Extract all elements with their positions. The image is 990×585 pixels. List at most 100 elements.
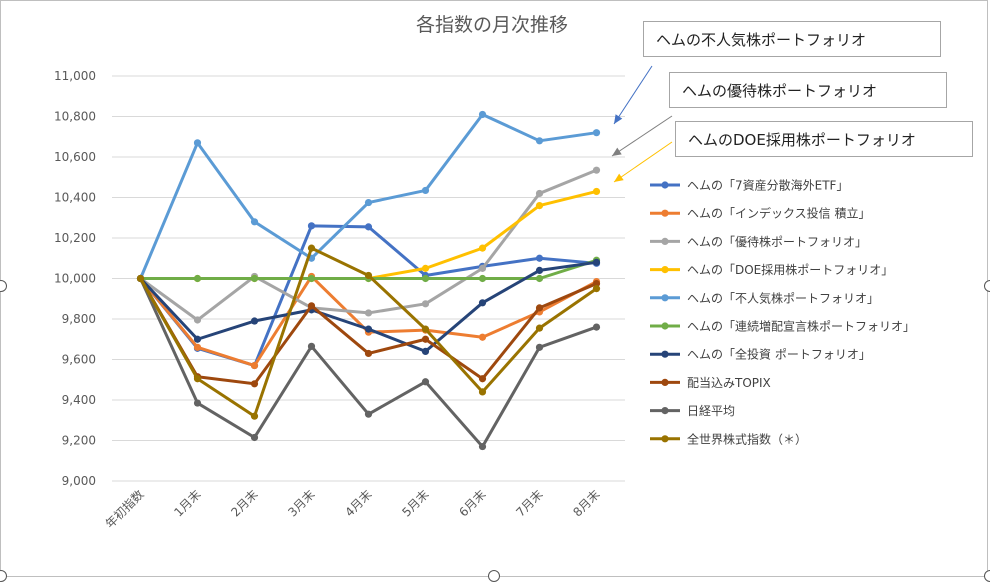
callout-arrow-line — [613, 65, 653, 125]
x-tick-label: 8月末 — [570, 487, 602, 519]
y-tick-label: 9,400 — [62, 393, 96, 407]
legend-entry: ヘムの「7資産分散海外ETF」 — [687, 178, 848, 193]
data-point — [478, 388, 487, 396]
data-point — [250, 433, 259, 442]
data-point — [193, 375, 202, 383]
y-tick-label: 9,600 — [62, 353, 96, 367]
data-point — [592, 166, 601, 174]
series-line — [139, 224, 597, 368]
data-point — [307, 244, 316, 252]
data-point — [307, 302, 316, 310]
data-point — [592, 323, 601, 331]
legend-entry: ヘムの「優待株ポートフォリオ」 — [687, 234, 867, 249]
y-tick-label: 10,600 — [54, 150, 96, 164]
data-point — [250, 274, 259, 283]
legend-entry: 全世界株式指数（＊） — [687, 431, 807, 446]
legend-entry: ヘムの「DOE採用株ポートフォリオ」 — [687, 262, 893, 277]
data-point — [478, 299, 487, 307]
data-point — [250, 218, 259, 226]
x-tick-label: 2月末 — [228, 487, 260, 519]
y-tick-label: 10,200 — [54, 231, 96, 245]
x-tick-label: 4月末 — [342, 487, 374, 519]
x-tick-label: 3月末 — [285, 487, 317, 519]
legend-entry: ヘムの「全投資 ポートフォリオ」 — [687, 347, 871, 362]
data-point — [592, 285, 601, 293]
data-point — [421, 335, 430, 343]
legend-entry: ヘムの「インデックス投信 積立」 — [687, 206, 870, 221]
data-point — [421, 264, 430, 272]
resize-handle-right[interactable] — [984, 280, 990, 292]
data-point — [592, 129, 601, 137]
callout-arrow-line — [613, 141, 673, 183]
data-point — [193, 274, 202, 283]
series-group — [136, 166, 601, 324]
x-tick-label: 年初指数 — [102, 487, 147, 532]
legend-entry: 配当込みTOPIX — [687, 376, 771, 390]
data-point — [478, 244, 487, 252]
series-line — [139, 277, 598, 449]
series-group — [136, 244, 601, 420]
y-tick-label: 9,000 — [62, 474, 96, 488]
y-tick-label: 11,000 — [54, 69, 96, 83]
data-point — [193, 335, 202, 343]
series-line — [139, 112, 597, 280]
callout-doe-portfolio: ヘムのDOE採用株ポートフォリオ — [675, 121, 973, 157]
legend-swatch-marker — [661, 378, 669, 386]
data-point — [421, 300, 430, 308]
data-point — [250, 317, 259, 325]
resize-handle-bottom[interactable] — [488, 570, 500, 582]
legend-swatch-marker — [661, 350, 669, 358]
data-point — [250, 412, 259, 420]
legend-swatch-marker — [661, 294, 669, 302]
x-tick-label: 5月末 — [399, 487, 431, 519]
callout-arrow-head — [614, 173, 624, 182]
legend-swatch-marker — [661, 322, 669, 330]
data-point — [364, 223, 373, 231]
data-point — [193, 399, 202, 407]
data-point — [478, 264, 487, 272]
data-point — [592, 279, 601, 288]
y-tick-label: 10,000 — [54, 272, 96, 286]
y-tick-label: 10,400 — [54, 191, 96, 205]
data-point — [478, 375, 487, 383]
data-point — [592, 187, 601, 196]
data-point — [364, 410, 373, 418]
legend-swatch-marker — [661, 435, 669, 443]
chart-title: 各指数の月次推移 — [416, 14, 568, 36]
x-tick-label: 6月末 — [456, 487, 488, 519]
legend-swatch-marker — [661, 209, 669, 217]
data-point — [307, 274, 316, 283]
data-point — [193, 343, 202, 351]
data-point — [421, 186, 430, 195]
x-tick-label: 1月末 — [171, 487, 203, 519]
data-point — [307, 342, 316, 350]
legend-swatch-marker — [661, 237, 669, 245]
data-point — [364, 198, 373, 207]
data-point — [535, 254, 544, 262]
data-point — [136, 274, 145, 283]
legend-entry: 日経平均 — [687, 404, 735, 418]
series-group — [136, 258, 601, 355]
data-point — [364, 349, 373, 358]
data-point — [421, 325, 430, 333]
series-line — [139, 168, 598, 322]
resize-handle-bottom-right[interactable] — [984, 570, 990, 582]
y-tick-label: 10,800 — [54, 110, 96, 124]
data-point — [421, 347, 430, 355]
data-point — [478, 110, 487, 119]
callout-unpopular-portfolio: ヘムの不人気株ポートフォリオ — [643, 21, 941, 57]
series-group — [136, 274, 601, 451]
x-tick-label: 7月末 — [513, 487, 545, 519]
data-point — [535, 137, 544, 145]
data-point — [307, 222, 316, 230]
callout-yutai-portfolio: ヘムの優待株ポートフォリオ — [669, 72, 947, 108]
data-point — [193, 316, 202, 324]
data-point — [535, 304, 544, 312]
callout-arrow-line — [611, 115, 673, 157]
data-point — [478, 274, 487, 283]
y-tick-label: 9,200 — [62, 434, 96, 448]
data-point — [250, 380, 259, 388]
data-point — [421, 378, 430, 386]
callout-arrow-head — [612, 147, 622, 156]
